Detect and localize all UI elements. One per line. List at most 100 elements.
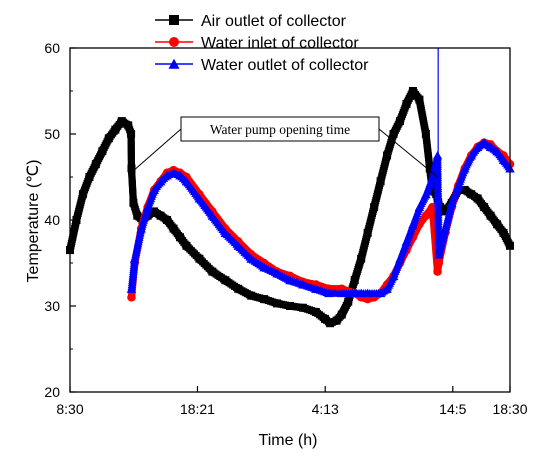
data-point	[311, 284, 321, 293]
data-point	[233, 241, 243, 250]
x-tick-label: 8:30	[56, 401, 83, 417]
data-point	[363, 228, 372, 237]
y-tick-label: 40	[44, 212, 60, 228]
data-point	[208, 267, 217, 276]
legend-label: Water inlet of collector	[201, 35, 359, 52]
data-point	[127, 293, 136, 302]
data-point	[472, 142, 483, 151]
data-point	[460, 185, 469, 194]
data-point	[150, 207, 159, 216]
data-point	[126, 284, 137, 293]
data-point	[479, 138, 489, 147]
legend-item-water-outlet-of-collector: Water outlet of collector	[155, 57, 369, 74]
data-point	[111, 125, 120, 134]
data-point	[221, 276, 230, 285]
data-point	[234, 284, 243, 293]
data-point	[168, 168, 179, 177]
data-point	[129, 254, 140, 263]
data-point	[421, 130, 430, 138]
data-point	[485, 142, 496, 151]
y-axis-title: Temperature (℃)	[25, 160, 42, 283]
data-point	[142, 202, 153, 212]
data-point	[259, 262, 269, 272]
data-point	[207, 211, 218, 220]
data-point	[220, 228, 231, 237]
data-point	[440, 224, 451, 233]
data-point	[162, 170, 172, 180]
data-point	[117, 117, 126, 126]
data-point	[124, 121, 133, 130]
data-point	[133, 211, 142, 220]
data-point	[320, 314, 329, 323]
data-point	[272, 268, 282, 278]
data-point	[195, 254, 204, 263]
data-point	[415, 95, 424, 104]
data-point	[129, 198, 138, 207]
data-point	[98, 147, 107, 156]
annotation-leader-left	[130, 128, 182, 174]
x-tick-label: 18:30	[492, 401, 527, 417]
data-point	[434, 258, 444, 268]
data-point	[466, 150, 476, 160]
data-point	[298, 279, 308, 289]
data-point	[326, 319, 335, 328]
data-point	[362, 288, 373, 298]
annotation-text: Water pump opening time	[210, 122, 350, 137]
series-line	[130, 141, 511, 300]
data-point	[337, 288, 347, 298]
legend-label: Water outlet of collector	[201, 57, 369, 74]
legend-label: Air outlet of collector	[201, 13, 347, 30]
data-point	[247, 291, 256, 300]
data-point	[175, 170, 185, 180]
data-point	[127, 130, 136, 138]
data-point	[311, 308, 320, 317]
data-point	[104, 134, 113, 143]
data-point	[181, 176, 192, 186]
data-point	[155, 176, 166, 186]
data-point	[260, 295, 269, 304]
data-point	[176, 233, 184, 242]
legend: Air outlet of collector Water inlet of co…	[155, 13, 369, 74]
data-point	[85, 173, 94, 181]
data-point	[428, 185, 437, 194]
data-point	[78, 190, 87, 199]
legend-marker	[169, 15, 179, 25]
y-tick-label: 60	[44, 40, 60, 56]
data-point	[383, 151, 392, 160]
series-water-outlet-of-collector	[126, 138, 515, 298]
plot-layer	[66, 48, 515, 328]
data-point	[414, 202, 425, 212]
data-point	[388, 271, 399, 280]
series-line	[130, 141, 511, 294]
data-point	[447, 198, 457, 207]
x-tick-label: 4:13	[312, 401, 339, 417]
data-point	[408, 87, 417, 95]
data-point	[332, 316, 341, 325]
legend-item-water-inlet-of-collector: Water inlet of collector	[155, 35, 359, 52]
data-point	[459, 163, 470, 173]
data-point	[156, 211, 165, 220]
pump-annotation: Water pump opening time	[130, 116, 438, 178]
data-point	[357, 254, 366, 263]
data-point	[382, 284, 392, 293]
data-point	[433, 267, 442, 276]
data-point	[421, 189, 431, 199]
series-water-inlet-of-collector	[127, 138, 515, 304]
data-point	[344, 297, 353, 306]
data-point	[402, 99, 411, 108]
data-point	[493, 220, 502, 229]
data-point	[498, 155, 509, 164]
data-point	[182, 241, 191, 250]
data-point	[376, 177, 385, 186]
data-point	[285, 275, 295, 285]
data-point	[486, 211, 495, 220]
data-point	[401, 236, 412, 246]
axes-layer: 20 30 40 50 60 8:30 18:21 4:13 14:5 18:30	[44, 40, 527, 417]
data-point	[395, 254, 405, 263]
data-point	[324, 288, 334, 298]
y-tick-label: 30	[44, 298, 60, 314]
data-point	[408, 219, 418, 229]
data-point	[350, 276, 359, 285]
data-point	[375, 288, 386, 298]
